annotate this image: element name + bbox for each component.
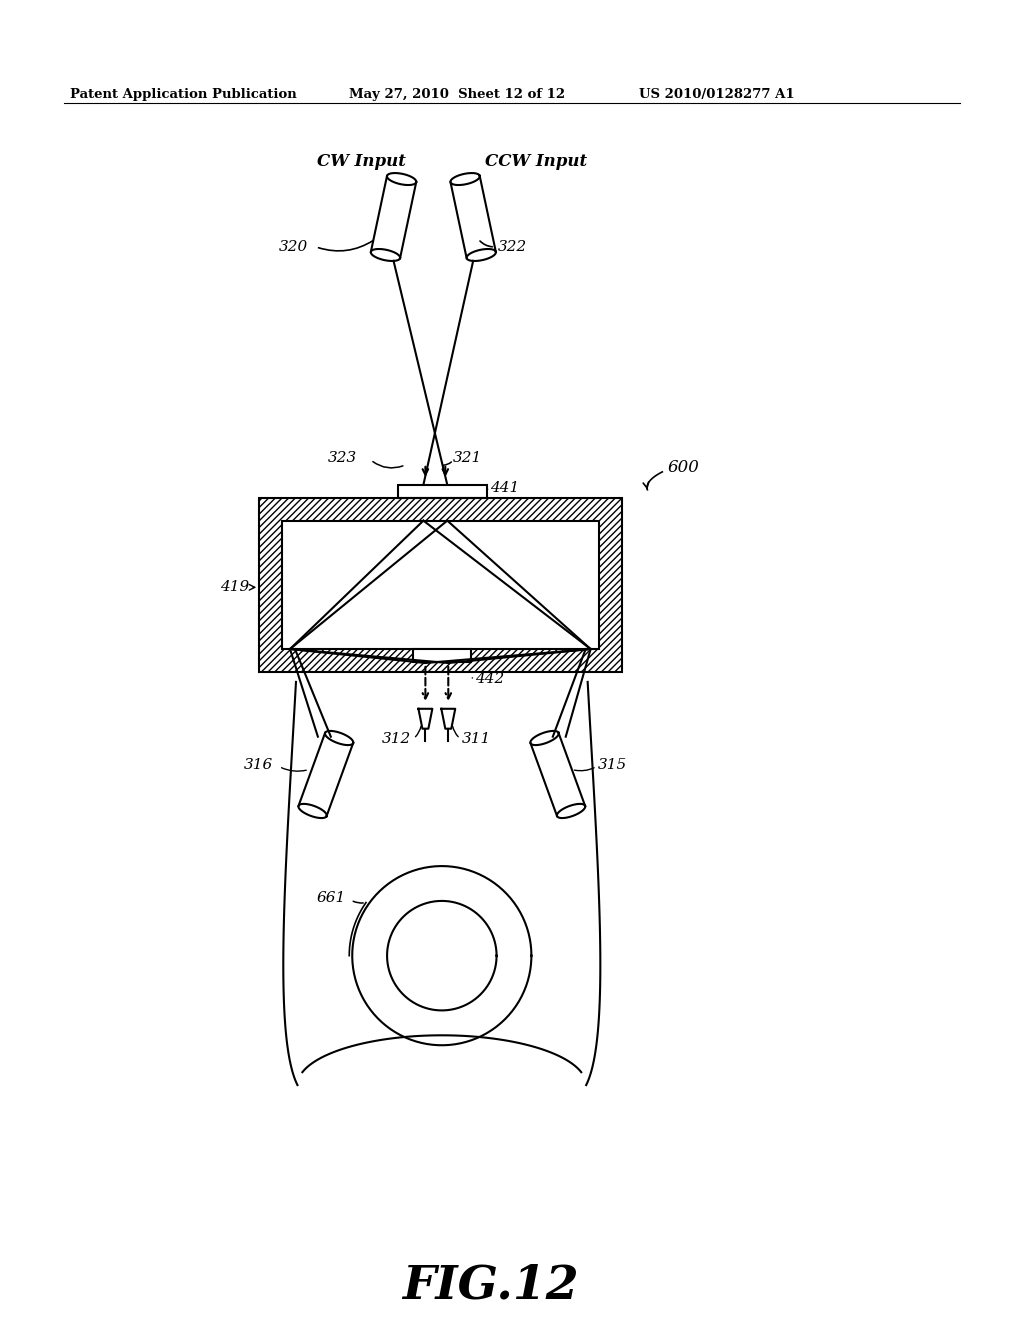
Text: 322: 322 [498,240,527,253]
Text: 311: 311 [462,731,492,746]
Text: 419: 419 [220,581,249,594]
Text: 316: 316 [244,758,273,771]
Bar [414,649,471,663]
Text: US 2010/0128277 A1: US 2010/0128277 A1 [639,87,795,100]
Text: 315: 315 [598,758,627,771]
Text: 321: 321 [454,451,482,465]
Text: 312: 312 [382,731,412,746]
Bar [259,498,622,672]
Text: 320: 320 [279,240,308,253]
Text: CCW Input: CCW Input [485,153,587,170]
Bar [397,484,487,498]
Text: CW Input: CW Input [316,153,406,170]
Text: Patent Application Publication: Patent Application Publication [70,87,297,100]
Text: 441: 441 [490,480,519,495]
Bar [282,520,599,649]
Text: FIG.12: FIG.12 [401,1262,579,1308]
Text: 442: 442 [475,672,505,686]
Text: May 27, 2010  Sheet 12 of 12: May 27, 2010 Sheet 12 of 12 [349,87,565,100]
Text: 323: 323 [328,451,356,465]
Text: 600: 600 [668,459,699,477]
Text: 661: 661 [316,891,346,906]
